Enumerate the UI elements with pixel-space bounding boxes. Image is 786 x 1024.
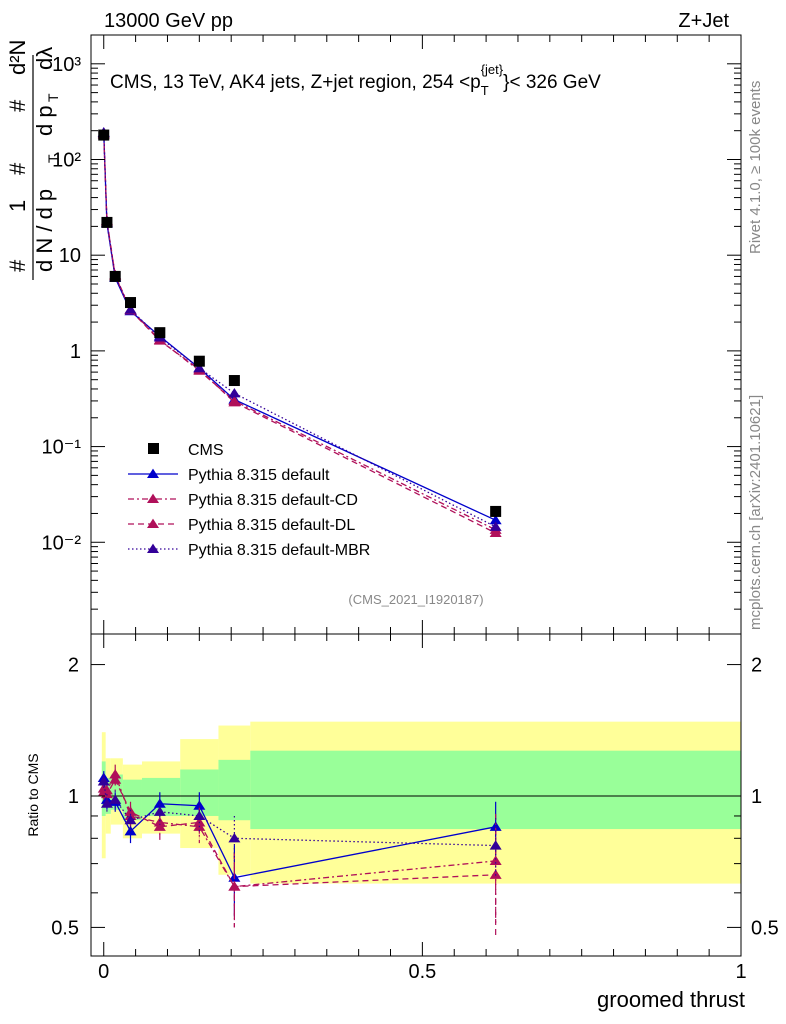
point-mbr [489,521,502,531]
ratio-point-mbr [97,775,110,786]
ratio-point-mbr [153,806,166,816]
analysis-id: (CMS_2021_I1920187) [348,592,483,607]
xlabel: groomed thrust [597,987,745,1012]
ratio-ylabel: Ratio to CMS [25,753,41,836]
legend-marker-dl [147,518,159,529]
point-cms [228,375,240,387]
legend-label-cd: Pythia 8.315 default-CD [188,492,358,509]
point-mbr [124,304,137,314]
ylabel-dn: d N / d p [32,189,57,272]
legend-label-cms: CMS [188,442,224,459]
ratio-ytick-label-right: 2 [751,655,762,677]
ratio-point-default [193,800,206,810]
legend-label-dl: Pythia 8.315 default-DL [188,517,355,534]
legend: CMS Pythia 8.315 default Pythia 8.315 defa… [128,442,370,559]
ratio-point-dl [228,881,241,891]
series-line-default [103,132,496,521]
main-plot-area [97,126,502,538]
ylabel-T2: T [45,93,61,102]
main-ytick-label: 10 [59,245,81,267]
ratio-ytick-label: 1 [68,786,79,808]
uncertainty-band-inner [122,779,142,821]
ratio-point-dl [193,816,206,827]
ratio-xtick-label: 0.5 [408,961,436,983]
ylabel-d2n: d²N [5,40,30,75]
main-ylabel: # 1 d N / d p T # # d²N d p T dλ [5,40,61,280]
main-title: CMS, 13 TeV, AK4 jets, Z+jet region, 254… [110,62,601,98]
legend-label-default: Pythia 8.315 default [188,467,330,484]
ratio-ytick-label-right: 1 [751,786,762,808]
ylabel-hash3: # [5,99,30,112]
title-sub: T [481,83,489,98]
ratio-point-default [153,798,166,808]
header-right: Z+Jet [678,10,729,32]
ratio-frame [90,633,742,957]
ratio-ytick-label: 0.5 [51,917,79,939]
ratio-ytick-label: 2 [68,655,79,677]
point-dl [489,527,502,538]
ylabel-one: 1 [5,200,30,212]
ratio-xtick-label: 0 [98,961,109,983]
legend-label-mbr: Pythia 8.315 default-MBR [188,542,370,559]
ratio-xtick-label: 1 [735,961,746,983]
point-mbr [228,387,241,398]
legend-marker-default [147,468,159,479]
title-sup: {jet} [481,62,504,77]
point-cms [490,505,502,517]
ratio-point-mbr [193,810,206,821]
ratio-axis: 0 0.5 12 21 10.5 0.5 [51,634,779,983]
ylabel-T1: T [45,154,61,163]
ratio-point-mbr [489,840,502,850]
mcplots-label: mcplots.cern.ch [arXiv:2401.10621] [747,395,764,630]
point-cms [98,129,110,141]
point-cms [125,297,137,309]
point-cms [109,270,121,282]
point-cms [154,327,166,339]
main-ytick-label: 10⁻¹ [42,437,82,459]
header-left: 13000 GeV pp [104,10,233,32]
ratio-point-dl [109,774,122,784]
uncertainty-band-inner [218,759,251,821]
ratio-point-dl [153,821,166,831]
ratio-plot-area [91,721,741,936]
main-axis: 10³ 10² 10 1 10⁻¹ 10⁻² [42,34,742,634]
ratio-line-dl [103,778,496,888]
point-dl [228,396,241,407]
main-ytick-label: 1 [70,341,81,363]
point-cms [101,216,113,228]
point-mbr [193,362,206,373]
main-ytick-label: 10² [52,149,81,171]
ylabel-hash2: # [5,162,30,175]
main-ytick-label: 10³ [52,54,81,76]
ylabel-dlambda: dλ [32,47,57,70]
ratio-ytick-label-right: 0.5 [751,917,779,939]
legend-marker-cd [147,493,159,504]
title-pre: CMS, 13 TeV, AK4 jets, Z+jet region, 254… [110,72,481,93]
ylabel-hash1: # [5,259,30,272]
point-cms [193,355,205,367]
legend-marker-cms [148,443,159,454]
ratio-point-mbr [124,814,137,825]
rivet-label: Rivet 4.1.0, ≥ 100k events [747,81,764,254]
title-post: }< 326 GeV [503,72,601,93]
main-ytick-label: 10⁻² [42,532,82,554]
ratio-point-mbr [109,794,122,804]
legend-marker-mbr [147,543,159,554]
ratio-point-mbr [228,832,241,843]
ratio-point-mbr [100,798,113,808]
point-default [489,514,502,525]
series-line-dl [103,134,496,534]
ylabel-dpt: d p [32,105,57,136]
